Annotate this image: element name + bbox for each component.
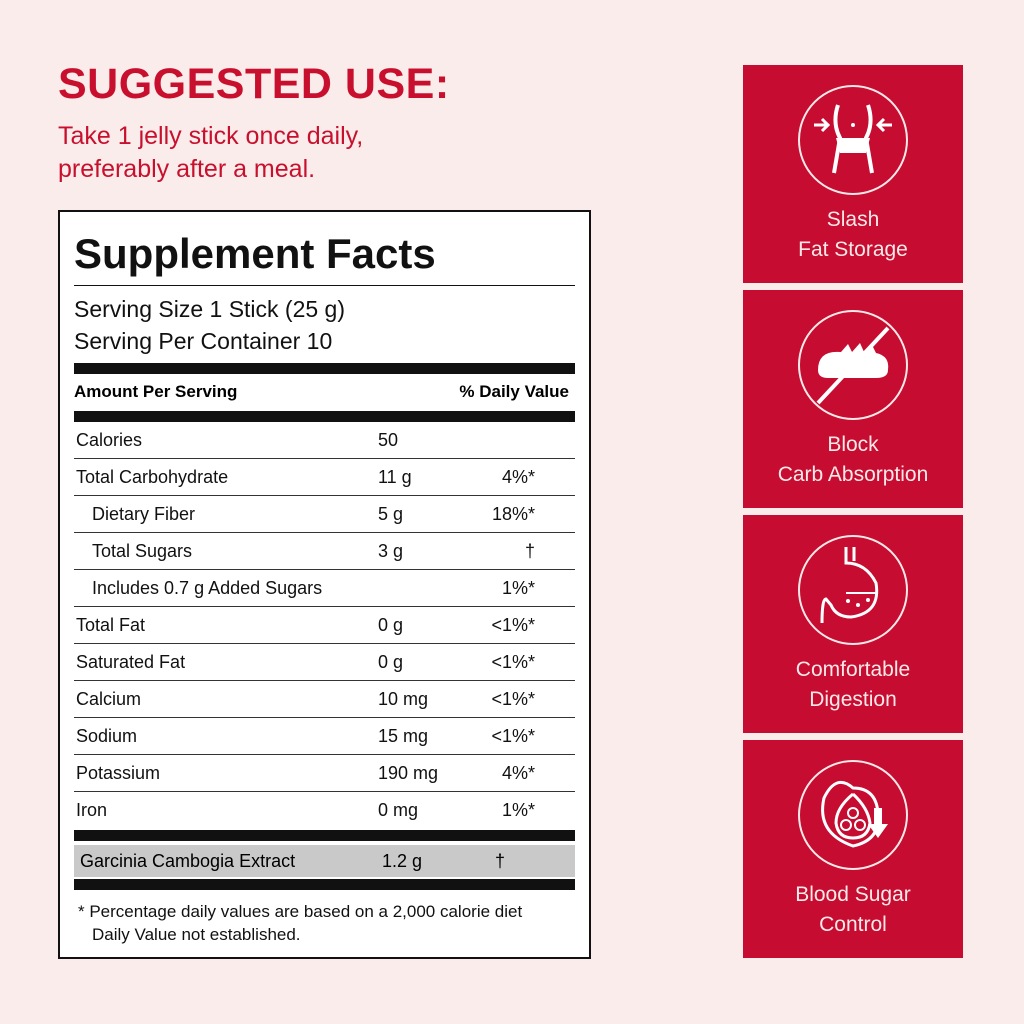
nutrient-amount: 0 mg [378,800,419,820]
suggested-use-line: Take 1 jelly stick once daily, [58,122,364,150]
nutrient-row: Dietary Fiber 5 g 18%* [74,496,575,533]
nutrient-dv: 4%* [501,763,535,783]
nutrient-amount: 190 mg [378,763,439,783]
serving-size: Serving Size 1 Stick (25 g) [74,296,346,322]
benefit-line: Digestion [809,688,897,711]
benefit-line: Carb Absorption [777,463,929,486]
nutrient-name: Iron [76,800,108,820]
nutrient-dv: <1%* [491,615,535,635]
thick-divider [74,879,575,890]
nutrient-row: Total Carbohydrate 11 g 4%* [74,459,575,496]
nutrient-amount: 15 mg [378,726,429,746]
nutrient-row: Sodium 15 mg <1%* [74,718,575,755]
nutrient-amount: 50 [378,430,399,450]
nutrient-amount: 0 g [378,652,404,672]
benefit-label: Comfortable Digestion [743,655,963,715]
benefit-tile: Slash Fat Storage [743,65,963,283]
no-bread-icon [798,310,908,420]
nutrient-row: Total Fat 0 g <1%* [74,607,575,644]
nutrient-name: Saturated Fat [76,652,186,672]
nutrient-name: Total Fat [76,615,146,635]
suggested-use-text: Take 1 jelly stick once daily, preferabl… [58,120,363,186]
benefit-tile: Comfortable Digestion [743,515,963,733]
footnote: * Percentage daily values are based on a… [78,900,522,946]
facts-title: Supplement Facts [74,230,436,277]
extract-row: Garcinia Cambogia Extract 1.2 g † [74,845,575,877]
benefit-line: Fat Storage [798,238,908,261]
nutrient-row: Includes 0.7 g Added Sugars 1%* [74,570,575,607]
nutrient-name: Includes 0.7 g Added Sugars [92,578,323,598]
benefit-line: Blood Sugar [795,883,911,906]
amount-per-serving-header: Amount Per Serving [74,382,238,401]
nutrient-row: Total Sugars 3 g † [74,533,575,570]
benefit-label: Block Carb Absorption [743,430,963,490]
nutrient-dv: † [524,541,535,561]
benefit-line: Slash [826,208,880,231]
footnote-line: Daily Value not established. [92,925,301,944]
nutrient-name: Total Carbohydrate [76,467,229,487]
benefit-tile: Block Carb Absorption [743,290,963,508]
nutrient-dv: 4%* [501,467,535,487]
thick-divider [74,411,575,422]
thick-divider [74,363,575,374]
nutrient-row: Potassium 190 mg 4%* [74,755,575,792]
supplement-facts-panel: Supplement Facts Serving Size 1 Stick (2… [58,210,591,959]
daily-value-header: % Daily Value [459,382,569,401]
nutrient-amount: 11 g [378,467,412,487]
extract-dv: † [494,851,505,871]
stomach-icon [798,535,908,645]
blood-sugar-icon [798,760,908,870]
nutrient-dv: <1%* [491,652,535,672]
footnote-line: * Percentage daily values are based on a… [78,902,523,921]
thick-divider [74,830,575,841]
nutrient-name: Dietary Fiber [92,504,196,524]
nutrient-name: Calories [76,430,143,450]
nutrient-name: Total Sugars [92,541,193,561]
benefit-line: Block [827,433,879,456]
benefit-line: Comfortable [795,658,911,681]
nutrient-name: Sodium [76,726,138,746]
nutrient-amount: 5 g [378,504,404,524]
nutrient-amount: 10 mg [378,689,429,709]
nutrient-amount: 0 g [378,615,404,635]
benefit-line: Control [819,913,887,936]
nutrient-row: Iron 0 mg 1%* [74,792,575,829]
divider [74,285,575,286]
benefit-label: Blood Sugar Control [743,880,963,940]
suggested-use-line: preferably after a meal. [58,155,316,183]
nutrient-name: Potassium [76,763,161,783]
nutrient-row: Calcium 10 mg <1%* [74,681,575,718]
benefit-tile: Blood Sugar Control [743,740,963,958]
suggested-use-title: SUGGESTED USE: [58,60,450,108]
waist-slim-icon [798,85,908,195]
benefit-label: Slash Fat Storage [743,205,963,265]
nutrient-row: Saturated Fat 0 g <1%* [74,644,575,681]
nutrient-dv: <1%* [491,689,535,709]
nutrient-dv: 18%* [491,504,535,524]
nutrient-dv: 1%* [501,578,535,598]
servings-per-container: Serving Per Container 10 [74,328,333,354]
nutrient-dv: <1%* [491,726,535,746]
nutrient-row: Calories 50 [74,422,575,459]
nutrient-name: Calcium [76,689,142,709]
extract-name: Garcinia Cambogia Extract [80,851,296,871]
nutrient-dv: 1%* [501,800,535,820]
nutrient-amount: 3 g [378,541,404,561]
extract-amount: 1.2 g [382,851,423,871]
